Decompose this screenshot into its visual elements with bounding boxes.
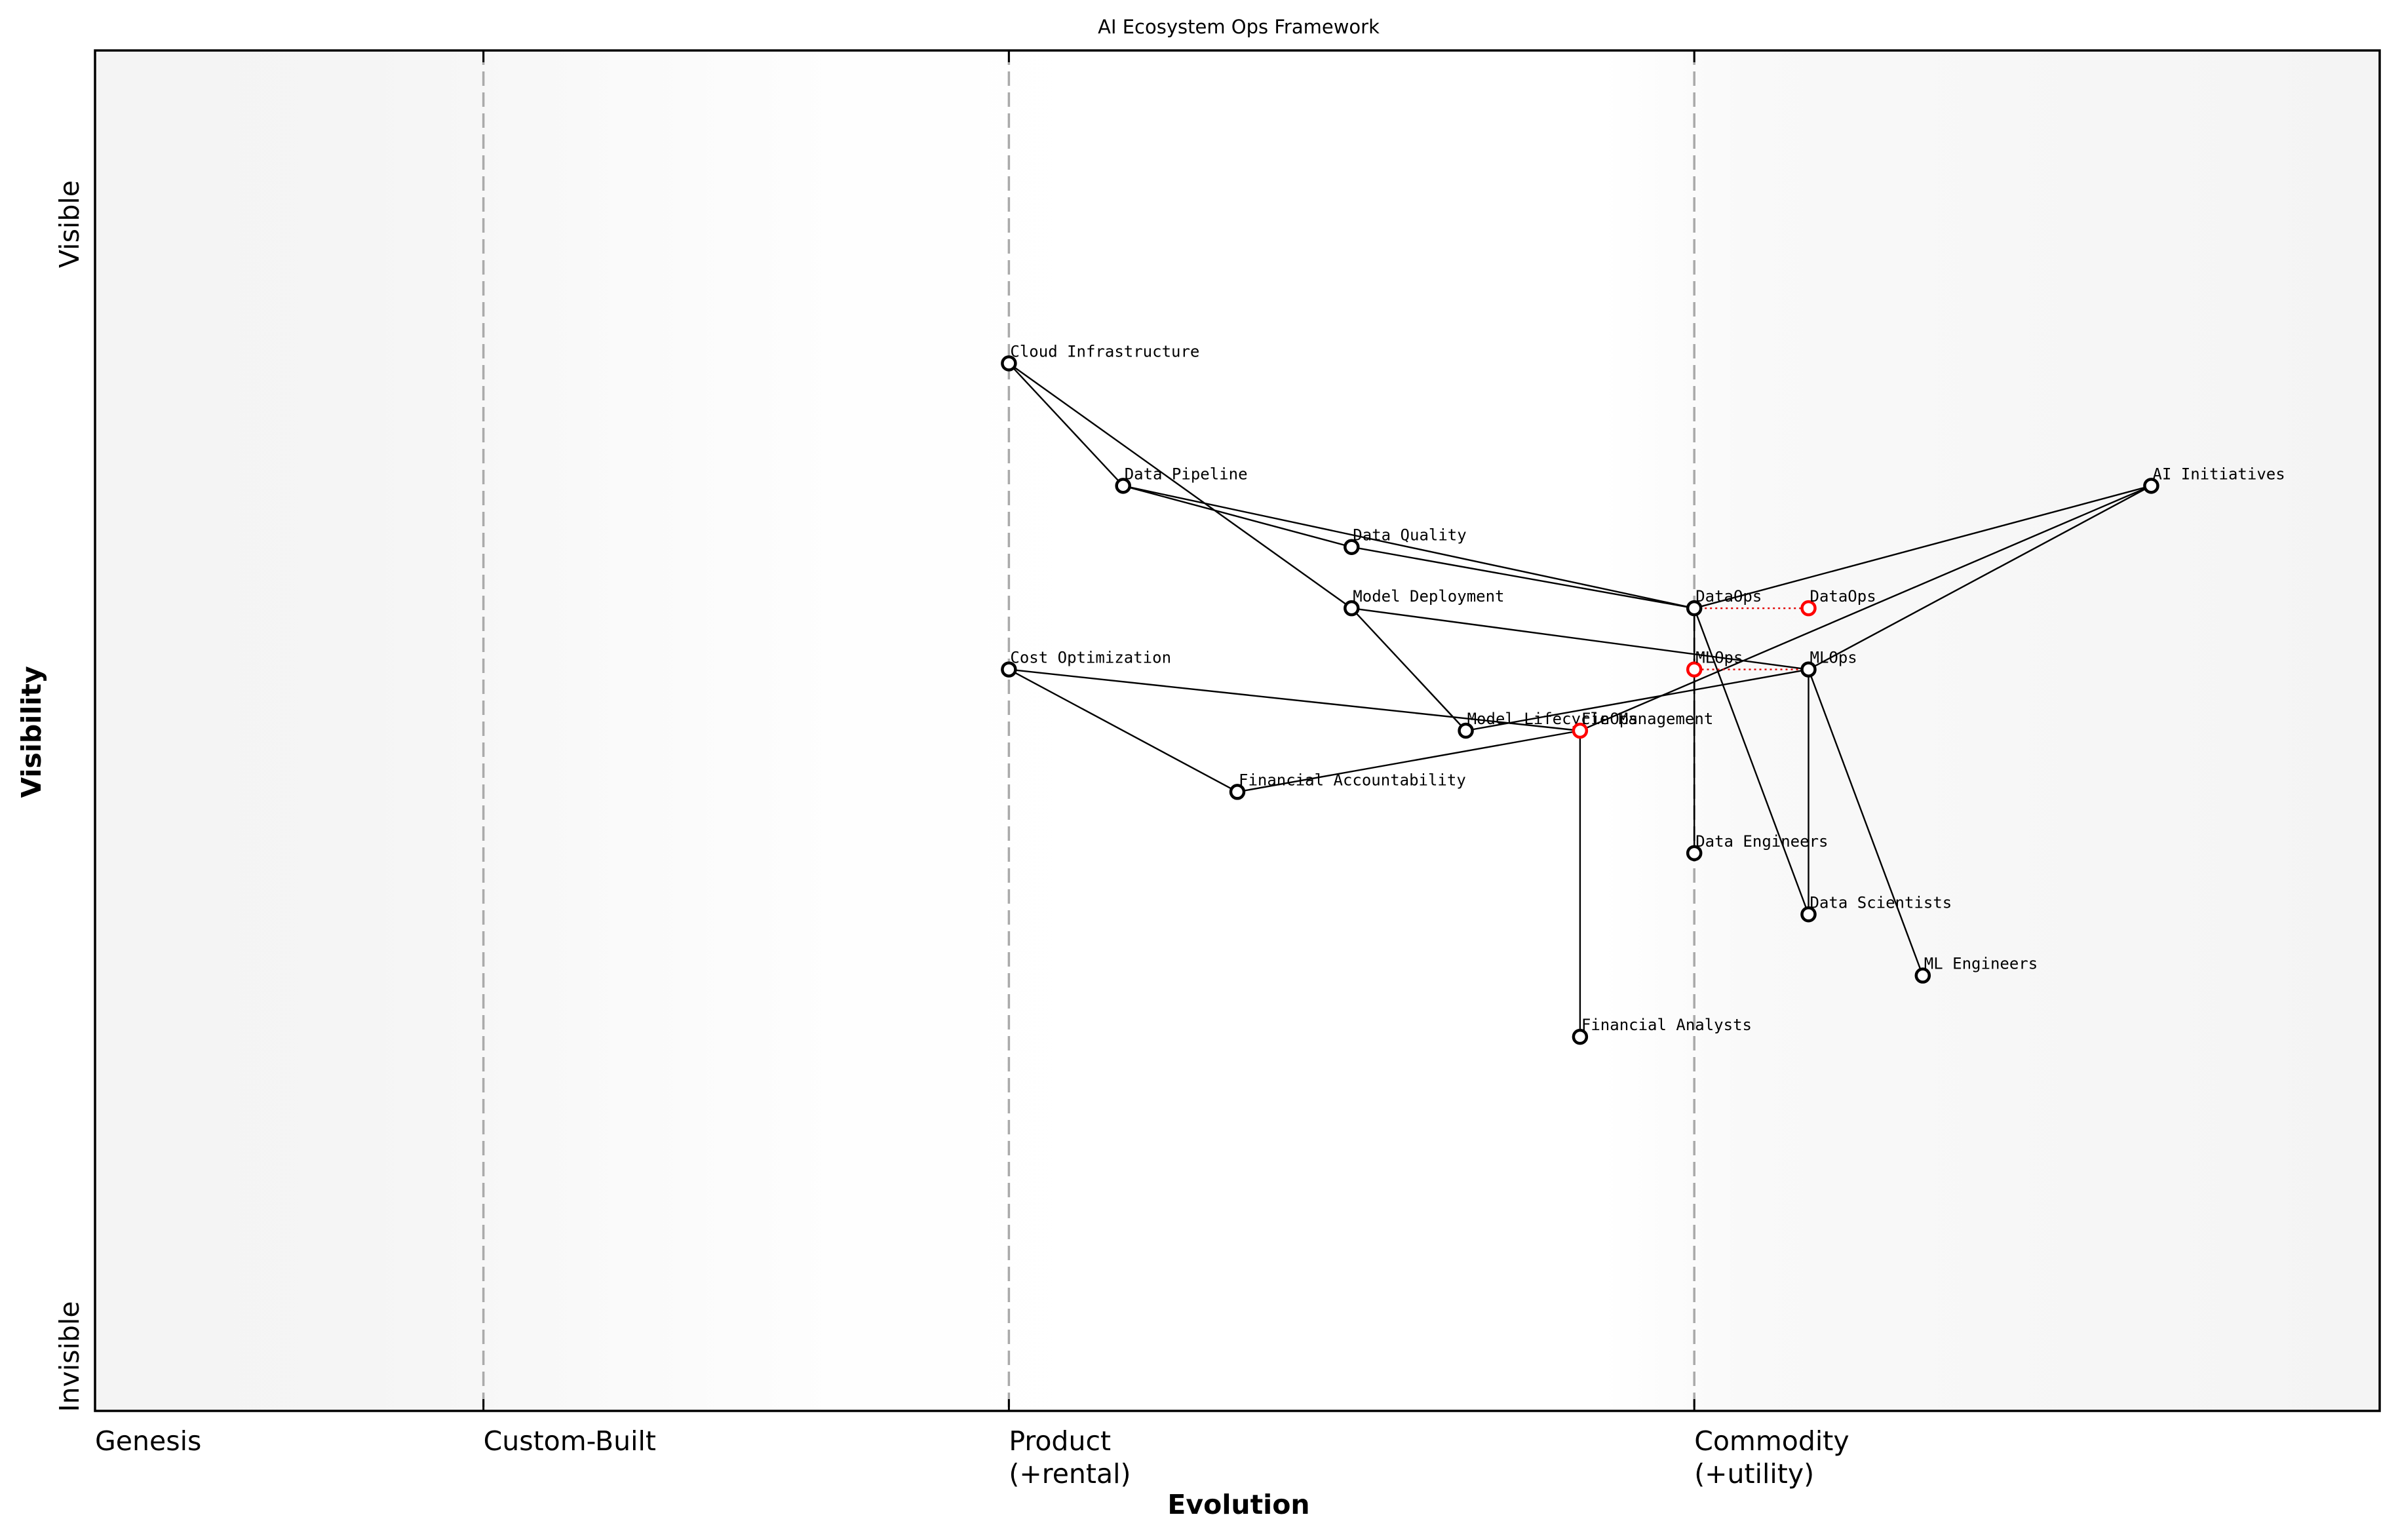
node-marker-icon[interactable] (1229, 784, 1246, 800)
component-label: ML Engineers (1924, 955, 2038, 973)
stage-sublabel: (+rental) (1009, 1458, 1131, 1490)
link-ai_initiatives-dataops (1694, 485, 2152, 609)
node-marker-icon[interactable] (1686, 600, 1703, 617)
link-dataops-data_scientists (1694, 607, 1810, 915)
component-label: Cost Optimization (1010, 649, 1171, 667)
y-axis-title: Visibility (16, 666, 47, 798)
component-node[interactable]: Cost Optimization (1001, 649, 1171, 678)
component-label: DataOps (1695, 587, 1762, 606)
link-cloud_infra-model_deployment (1008, 362, 1352, 609)
node-marker-icon[interactable] (1458, 722, 1474, 739)
component-label: Financial Analysts (1581, 1016, 1752, 1034)
component-node[interactable]: Data Pipeline (1115, 465, 1248, 494)
link-mlops-ml_engineers (1808, 669, 1924, 976)
component-node[interactable]: Data Scientists (1800, 893, 1952, 923)
component-node[interactable]: Financial Analysts (1572, 1016, 1752, 1045)
stage-label: Genesis (95, 1425, 201, 1457)
link-data_pipeline-dataops (1123, 485, 1695, 609)
component-label: Data Scientists (1810, 893, 1952, 912)
link-ai_initiatives-finops (1579, 485, 2152, 732)
y-visible-label: Visible (54, 180, 85, 268)
component-label: Data Pipeline (1125, 465, 1248, 483)
link-data_quality-dataops (1351, 546, 1695, 609)
plot-area (95, 50, 2380, 1411)
component-node[interactable]: AI Initiatives (2143, 465, 2285, 494)
plot-border (94, 49, 2381, 1412)
component-node[interactable]: Model Lifecycle Management (1458, 710, 1714, 739)
node-marker-icon[interactable] (1572, 1028, 1589, 1045)
component-node[interactable]: ML Engineers (1914, 955, 2038, 984)
stage-label: Custom-Built (484, 1425, 656, 1457)
link-cost_opt-fin_accountability (1008, 668, 1238, 793)
component-node[interactable]: Cloud Infrastructure (1001, 342, 1199, 372)
component-label: Model Lifecycle Management (1467, 710, 1714, 728)
component-label: Data Quality (1353, 526, 1466, 545)
component-label: DataOps (1810, 587, 1876, 606)
component-label: Data Engineers (1695, 832, 1828, 851)
dependency-links (1008, 362, 2152, 1037)
chart-title: AI Ecosystem Ops Framework (1098, 16, 1380, 38)
evolved-node-marker-icon[interactable] (1686, 661, 1703, 678)
link-fin_accountability-finops (1237, 729, 1581, 793)
component-label: Financial Accountability (1239, 771, 1466, 789)
component-label: MLOps (1810, 649, 1857, 667)
link-ai_initiatives-mlops (1808, 485, 2152, 670)
component-node[interactable]: FinOps (1572, 710, 1638, 739)
node-marker-icon[interactable] (1344, 600, 1360, 617)
component-node[interactable]: Data Engineers (1686, 832, 1828, 862)
component-label: AI Initiatives (2152, 465, 2285, 483)
link-model_deployment-mlops (1351, 607, 1809, 670)
node-marker-icon[interactable] (1344, 539, 1360, 555)
component-node[interactable]: Data Quality (1344, 526, 1467, 555)
link-data_pipeline-data_quality (1123, 485, 1352, 548)
node-marker-icon[interactable] (1800, 661, 1817, 678)
component-node[interactable]: DataOps (1800, 587, 1876, 617)
component-node[interactable]: Financial Accountability (1229, 771, 1466, 800)
stage-label: Commodity (1694, 1425, 1849, 1457)
component-label: Cloud Infrastructure (1010, 342, 1199, 360)
node-marker-icon[interactable] (1001, 355, 1017, 372)
link-cost_opt-finops (1009, 668, 1581, 732)
node-marker-icon[interactable] (1115, 478, 1131, 494)
node-marker-icon[interactable] (1800, 906, 1817, 923)
component-label: MLOps (1695, 649, 1743, 667)
evolution-stage-labels: Genesis Custom-Built Product(+rental) Commo… (95, 1425, 1849, 1490)
components: AI Initiatives Cloud Infrastructure Data P… (1001, 342, 2285, 1045)
component-node[interactable]: Model Deployment (1344, 587, 1504, 617)
evolution-links (1694, 607, 1809, 670)
evolved-node-marker-icon[interactable] (1800, 600, 1817, 617)
component-node[interactable]: MLOps (1686, 649, 1743, 678)
y-invisible-label: Invisible (54, 1301, 85, 1412)
link-model_lifecycle-mlops (1465, 668, 1809, 732)
component-label: FinOps (1581, 710, 1638, 728)
node-marker-icon[interactable] (1001, 661, 1017, 678)
node-marker-icon[interactable] (1686, 845, 1703, 862)
component-label: Model Deployment (1353, 587, 1504, 606)
evolved-node-marker-icon[interactable] (1572, 722, 1589, 739)
component-node[interactable]: DataOps (1686, 587, 1762, 617)
x-axis-title: Evolution (1167, 1489, 1309, 1520)
link-cloud_infra-data_pipeline (1008, 362, 1124, 487)
stage-label: Product (1009, 1425, 1111, 1457)
node-marker-icon[interactable] (2143, 478, 2159, 494)
component-node[interactable]: MLOps (1800, 649, 1857, 678)
stage-sublabel: (+utility) (1694, 1458, 1814, 1490)
link-model_deployment-model_lifecycle (1351, 607, 1467, 731)
node-marker-icon[interactable] (1914, 967, 1931, 984)
